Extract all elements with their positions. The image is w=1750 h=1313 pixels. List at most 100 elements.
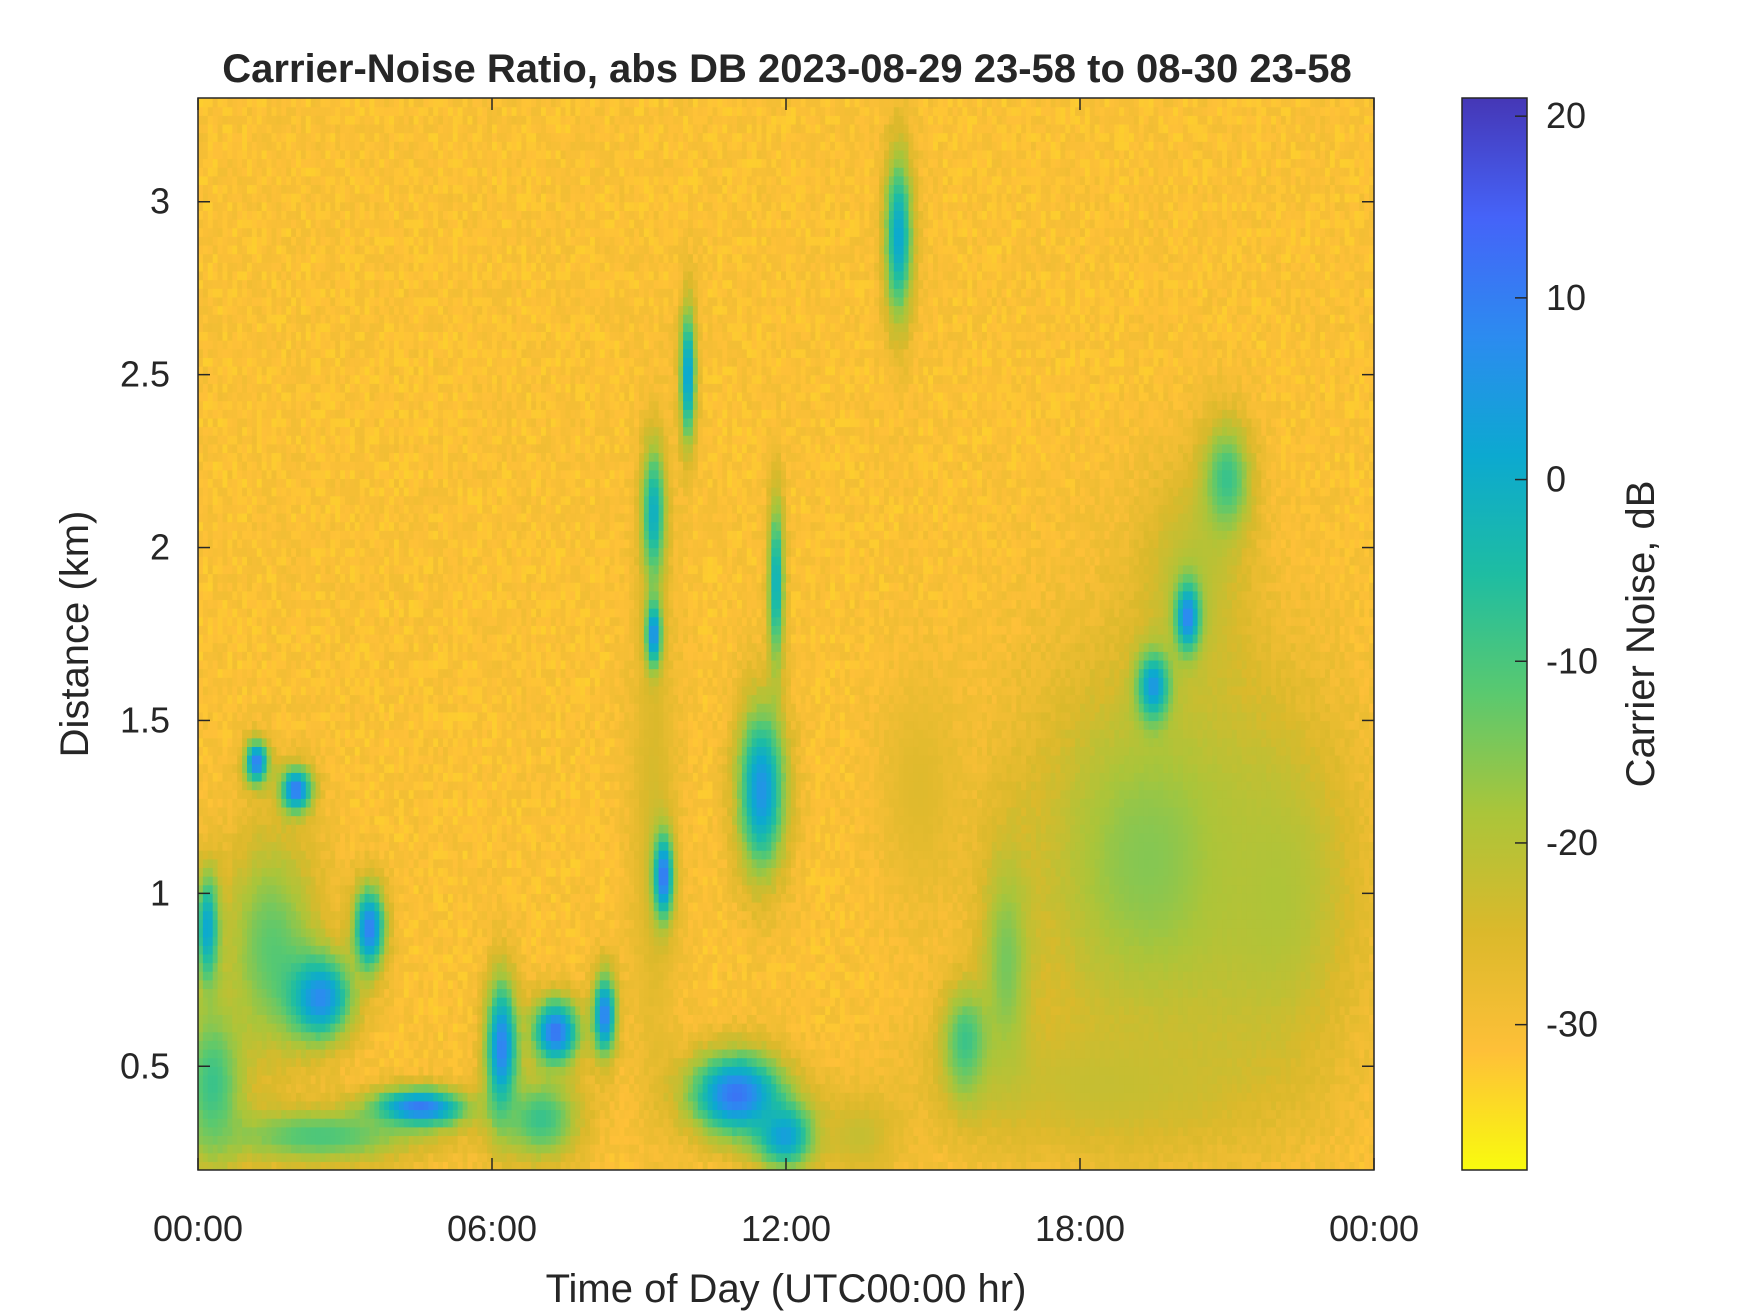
heatmap-cell (389, 417, 395, 428)
heatmap-cell (305, 971, 312, 981)
heatmap-cell (335, 262, 341, 272)
heatmap-cell (291, 763, 297, 773)
heatmap-cell (345, 1014, 351, 1024)
heatmap-cell (374, 193, 380, 203)
heatmap-cell (320, 936, 326, 946)
heatmap-cell (286, 1083, 292, 1093)
heatmap-cell (364, 1031, 371, 1041)
heatmap-cell (198, 1100, 204, 1111)
heatmap-cell (310, 780, 317, 791)
heatmap-cell (256, 910, 263, 920)
heatmap-cell (359, 374, 366, 384)
heatmap-cell (296, 1092, 302, 1102)
heatmap-cell (310, 1057, 317, 1067)
heatmap-cell (300, 642, 307, 652)
heatmap-cell (364, 400, 371, 410)
heatmap-cell (251, 141, 258, 151)
heatmap-cell (227, 1083, 233, 1093)
heatmap-cell (227, 876, 233, 886)
heatmap-cell (266, 910, 273, 920)
heatmap-cell (320, 625, 326, 635)
heatmap-cell (325, 244, 331, 255)
heatmap-cell (305, 590, 312, 601)
heatmap-cell (330, 193, 336, 203)
heatmap-cell (202, 244, 209, 255)
heatmap-cell (271, 106, 277, 116)
heatmap-cell (281, 452, 287, 462)
heatmap-cell (369, 659, 375, 670)
heatmap-cell (266, 1118, 273, 1128)
heatmap-cell (271, 599, 277, 609)
heatmap-cell (330, 763, 336, 773)
heatmap-cell (340, 625, 346, 635)
heatmap-cell (266, 651, 273, 661)
heatmap-cell (296, 279, 302, 289)
heatmap-cell (379, 608, 385, 618)
heatmap-cell (325, 755, 331, 765)
heatmap-cell (369, 763, 375, 773)
heatmap-cell (222, 927, 228, 938)
heatmap-cell (349, 694, 356, 704)
heatmap-cell (261, 659, 268, 670)
heatmap-cell (207, 711, 214, 722)
heatmap-cell (227, 158, 233, 168)
heatmap-cell (369, 478, 375, 488)
heatmap-cell (364, 270, 371, 281)
heatmap-cell (340, 651, 346, 661)
heatmap-cell (222, 366, 228, 376)
heatmap-cell (261, 512, 268, 523)
heatmap-cell (359, 1118, 366, 1128)
heatmap-cell (251, 132, 258, 142)
heatmap-cell (281, 521, 287, 531)
heatmap-cell (305, 288, 312, 298)
heatmap-cell (227, 348, 233, 358)
heatmap-cell (325, 270, 331, 281)
heatmap-cell (281, 141, 287, 151)
heatmap-cell (242, 806, 248, 817)
heatmap-cell (296, 305, 302, 315)
heatmap-cell (281, 279, 287, 289)
heatmap-cell (325, 789, 331, 799)
heatmap-cell (202, 772, 209, 782)
heatmap-cell (325, 945, 331, 955)
heatmap-cell (330, 115, 336, 125)
heatmap-cell (207, 625, 214, 635)
heatmap-cell (212, 123, 219, 134)
heatmap-cell (232, 391, 238, 402)
heatmap-cell (354, 288, 361, 298)
heatmap-cell (212, 806, 219, 817)
heatmap-cell (374, 409, 380, 419)
heatmap-cell (354, 737, 361, 747)
heatmap-cell (335, 530, 341, 540)
heatmap-cell (340, 832, 346, 843)
heatmap-cell (232, 789, 238, 799)
heatmap-cell (261, 876, 268, 886)
heatmap-cell (379, 530, 385, 540)
heatmap-cell (222, 564, 228, 575)
heatmap-cell (222, 115, 228, 125)
heatmap-cell (291, 642, 297, 652)
heatmap-cell (379, 374, 385, 384)
heatmap-cell (276, 1066, 282, 1076)
heatmap-cell (242, 1092, 248, 1102)
heatmap-cell (237, 530, 243, 540)
heatmap-cell (247, 158, 253, 168)
heatmap-cell (335, 478, 341, 488)
heatmap-cell (349, 331, 356, 341)
heatmap-cell (291, 945, 297, 955)
heatmap-cell (242, 971, 248, 981)
heatmap-cell (291, 244, 297, 255)
heatmap-cell (379, 1023, 385, 1033)
heatmap-cell (242, 495, 248, 505)
heatmap-cell (305, 703, 312, 713)
heatmap-cell (389, 530, 395, 540)
heatmap-cell (217, 400, 224, 410)
heatmap-cell (207, 106, 214, 116)
heatmap-cell (232, 945, 238, 955)
heatmap-cell (315, 158, 322, 168)
heatmap-cell (227, 149, 233, 160)
heatmap-cell (291, 366, 297, 376)
heatmap-cell (335, 219, 341, 229)
heatmap-cell (261, 452, 268, 462)
heatmap-cell (320, 236, 326, 246)
